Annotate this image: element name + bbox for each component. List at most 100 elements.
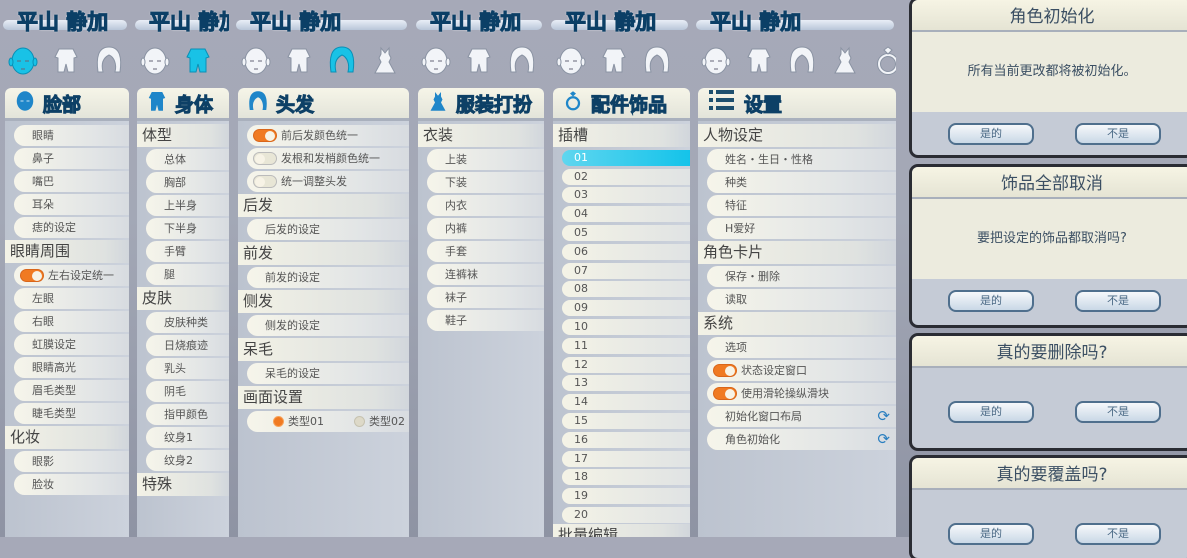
menu-item[interactable]: 鞋子: [427, 310, 544, 331]
toggle-item[interactable]: 状态设定窗口: [707, 360, 896, 381]
tab-hair[interactable]: [500, 42, 543, 82]
accessory-slot[interactable]: 14: [562, 394, 690, 411]
menu-item[interactable]: 读取: [707, 289, 896, 310]
no-button[interactable]: 不是: [1075, 523, 1161, 545]
accessory-slot[interactable]: 15: [562, 412, 690, 429]
menu-item[interactable]: 眼影: [14, 451, 129, 472]
radio-dot[interactable]: [354, 416, 365, 427]
menu-item[interactable]: 初始化窗口布局 ⟳: [707, 406, 896, 427]
menu-item[interactable]: 种类: [707, 172, 896, 193]
menu-item[interactable]: 胸部: [146, 172, 229, 193]
tab-body[interactable]: [737, 42, 780, 82]
tab-hair[interactable]: [87, 42, 129, 82]
toggle-switch[interactable]: [253, 129, 277, 142]
yes-button[interactable]: 是的: [948, 290, 1034, 312]
menu-item[interactable]: 呆毛的设定: [247, 363, 409, 384]
menu-item[interactable]: 前发的设定: [247, 267, 409, 288]
accessory-slot[interactable]: 02: [562, 168, 690, 185]
menu-item[interactable]: 眼睛: [14, 125, 129, 146]
menu-item[interactable]: 后发的设定: [247, 219, 409, 240]
accessory-slot[interactable]: 04: [562, 206, 690, 223]
accessory-slot[interactable]: 12: [562, 356, 690, 373]
menu-item[interactable]: 乳头: [146, 358, 229, 379]
menu-item[interactable]: 嘴巴: [14, 171, 129, 192]
menu-item[interactable]: 脸妆: [14, 474, 129, 495]
tab-hair[interactable]: [320, 42, 363, 82]
menu-item[interactable]: 袜子: [427, 287, 544, 308]
radio-option[interactable]: 类型02: [354, 411, 405, 432]
tab-face[interactable]: [414, 42, 457, 82]
menu-item[interactable]: 保存・删除: [707, 266, 896, 287]
menu-item[interactable]: 内裤: [427, 218, 544, 239]
tab-body[interactable]: [592, 42, 635, 82]
toggle-item[interactable]: 前后发颜色统一: [247, 125, 409, 146]
accessory-slot[interactable]: 13: [562, 375, 690, 392]
accessory-slot[interactable]: 16: [562, 431, 690, 448]
tab-face[interactable]: [694, 42, 737, 82]
accessory-slot[interactable]: 01: [562, 149, 690, 166]
menu-item[interactable]: 皮肤种类: [146, 312, 229, 333]
accessory-slot[interactable]: 10: [562, 318, 690, 335]
accessory-slot[interactable]: 08: [562, 281, 690, 298]
toggle-item[interactable]: 发根和发梢颜色统一: [247, 148, 409, 169]
radio-option[interactable]: 类型01: [273, 411, 324, 432]
menu-item[interactable]: 手套: [427, 241, 544, 262]
menu-item[interactable]: 虹膜设定: [14, 334, 129, 355]
menu-item[interactable]: 阴毛: [146, 381, 229, 402]
accessory-slot[interactable]: 18: [562, 469, 690, 486]
refresh-icon[interactable]: ⟳: [877, 430, 890, 448]
accessory-slot[interactable]: 11: [562, 337, 690, 354]
accessory-slot[interactable]: 19: [562, 488, 690, 505]
menu-item[interactable]: 角色初始化 ⟳: [707, 429, 896, 450]
menu-item[interactable]: 总体: [146, 149, 229, 170]
tab-ring[interactable]: [866, 42, 896, 82]
menu-item[interactable]: 日烧痕迹: [146, 335, 229, 356]
menu-item[interactable]: 纹身1: [146, 427, 229, 448]
menu-item[interactable]: 侧发的设定: [247, 315, 409, 336]
menu-item[interactable]: 右眼: [14, 311, 129, 332]
tab-face[interactable]: [234, 42, 277, 82]
menu-item[interactable]: 手臂: [146, 241, 229, 262]
menu-item[interactable]: 下半身: [146, 218, 229, 239]
toggle-switch[interactable]: [713, 364, 737, 377]
tab-hair[interactable]: [780, 42, 823, 82]
menu-item[interactable]: 指甲颜色: [146, 404, 229, 425]
tab-dress[interactable]: [823, 42, 866, 82]
accessory-slot[interactable]: 03: [562, 187, 690, 204]
accessory-slot[interactable]: 05: [562, 224, 690, 241]
no-button[interactable]: 不是: [1075, 123, 1161, 145]
menu-item[interactable]: 睫毛类型: [14, 403, 129, 424]
menu-item[interactable]: 左眼: [14, 288, 129, 309]
menu-item[interactable]: 痣的设定: [14, 217, 129, 238]
accessory-slot[interactable]: 06: [562, 243, 690, 260]
menu-item[interactable]: 鼻子: [14, 148, 129, 169]
toggle-item[interactable]: 左右设定统一: [14, 265, 129, 286]
menu-item[interactable]: 特征: [707, 195, 896, 216]
tab-body[interactable]: [44, 42, 87, 82]
menu-item[interactable]: 腿: [146, 264, 229, 285]
tab-hair[interactable]: [635, 42, 678, 82]
menu-item[interactable]: H爱好: [707, 218, 896, 239]
menu-item[interactable]: 上半身: [146, 195, 229, 216]
menu-item[interactable]: 眼睛高光: [14, 357, 129, 378]
radio-dot[interactable]: [273, 416, 284, 427]
toggle-item[interactable]: 使用滑轮操纵滑块: [707, 383, 896, 404]
accessory-slot[interactable]: 17: [562, 450, 690, 467]
toggle-switch[interactable]: [713, 387, 737, 400]
accessory-slot[interactable]: 09: [562, 300, 690, 317]
toggle-switch[interactable]: [253, 152, 277, 165]
menu-item[interactable]: 耳朵: [14, 194, 129, 215]
menu-item[interactable]: 姓名・生日・性格: [707, 149, 896, 170]
yes-button[interactable]: 是的: [948, 523, 1034, 545]
tab-body[interactable]: [277, 42, 320, 82]
toggle-switch[interactable]: [253, 175, 277, 188]
menu-item[interactable]: 眉毛类型: [14, 380, 129, 401]
no-button[interactable]: 不是: [1075, 401, 1161, 423]
tab-face[interactable]: [1, 42, 44, 82]
tab-face[interactable]: [549, 42, 592, 82]
refresh-icon[interactable]: ⟳: [877, 407, 890, 425]
menu-item[interactable]: 下装: [427, 172, 544, 193]
menu-item[interactable]: 内衣: [427, 195, 544, 216]
no-button[interactable]: 不是: [1075, 290, 1161, 312]
accessory-slot[interactable]: 07: [562, 262, 690, 279]
